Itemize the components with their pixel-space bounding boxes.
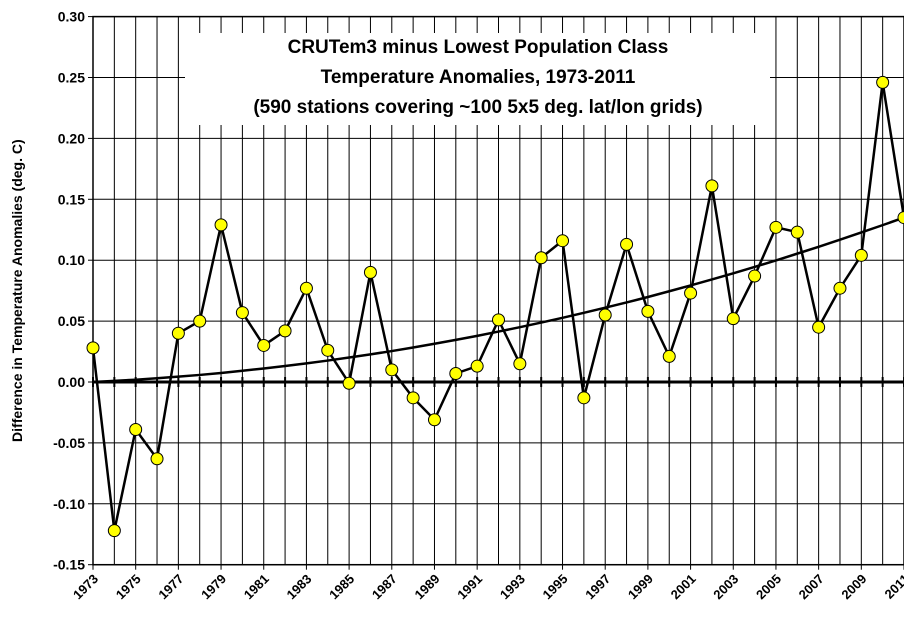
- y-tick-label: 0.15: [58, 191, 85, 207]
- y-tick-label: -0.05: [53, 435, 85, 451]
- chart-title: (590 stations covering ~100 5x5 deg. lat…: [253, 97, 702, 118]
- data-point: [86, 341, 100, 355]
- y-tick-label: -0.10: [53, 496, 85, 512]
- data-point: [470, 359, 484, 373]
- data-point: [427, 413, 441, 427]
- plot-frame: [92, 15, 904, 566]
- x-tick-label: 2005: [753, 571, 784, 602]
- data-point: [833, 281, 847, 295]
- data-point: [257, 338, 271, 352]
- y-tick-label: 0.00: [58, 374, 85, 390]
- data-point: [385, 363, 399, 377]
- x-tick-label: 1993: [497, 571, 528, 602]
- x-tick-label: 1973: [70, 571, 101, 602]
- data-point: [299, 281, 313, 295]
- y-tick-label: 0.10: [58, 252, 85, 268]
- data-point: [769, 220, 783, 234]
- x-tick-label: 2003: [710, 571, 741, 602]
- x-tick-label: 2011: [882, 571, 904, 602]
- x-tick-label: 1975: [113, 571, 144, 602]
- x-tick-label: 1983: [283, 571, 314, 602]
- data-point: [854, 248, 868, 262]
- data-point: [726, 312, 740, 326]
- data-point: [748, 269, 762, 283]
- x-tick-label: 1987: [369, 571, 400, 602]
- data-point: [171, 326, 185, 340]
- y-tick-label: -0.15: [53, 557, 85, 573]
- data-point: [534, 251, 548, 265]
- x-tick-label: 1985: [326, 571, 357, 602]
- trend-line: [92, 216, 904, 384]
- x-tick-label: 1997: [582, 571, 613, 602]
- data-point: [363, 265, 377, 279]
- data-point: [278, 324, 292, 338]
- data-point: [513, 357, 527, 371]
- y-axis-label: Difference in Temperature Anomalies (deg…: [9, 139, 25, 442]
- data-point: [492, 313, 505, 327]
- x-tick-label: 1981: [241, 571, 272, 602]
- data-point: [150, 452, 164, 466]
- x-tick-label: 1979: [198, 571, 229, 602]
- data-point: [876, 75, 890, 89]
- data-point: [342, 376, 356, 390]
- data-point: [193, 314, 207, 328]
- x-tick-label: 1991: [454, 571, 485, 602]
- data-point: [235, 306, 249, 320]
- x-tick-label: 1995: [540, 571, 571, 602]
- data-point: [577, 391, 591, 405]
- data-point: [897, 211, 904, 225]
- x-tick-label: 1989: [412, 571, 443, 602]
- data-point: [790, 225, 804, 239]
- y-tick-label: 0.30: [58, 9, 85, 25]
- data-point: [620, 237, 634, 251]
- y-tick-label: 0.25: [58, 70, 85, 86]
- data-point: [812, 320, 826, 334]
- x-tick-label: 2009: [838, 571, 869, 602]
- data-point: [705, 179, 719, 193]
- data-point: [406, 391, 420, 405]
- data-point: [107, 524, 121, 538]
- data-point: [662, 349, 676, 363]
- x-tick-label: 2001: [668, 571, 699, 602]
- data-point: [321, 343, 335, 357]
- y-tick-label: 0.20: [58, 130, 85, 146]
- chart-title: Temperature Anomalies, 1973-2011: [321, 67, 636, 88]
- y-tick-label: 0.05: [58, 313, 85, 329]
- data-point: [556, 234, 570, 248]
- x-tick-label: 1977: [155, 571, 186, 602]
- data-point: [449, 366, 463, 380]
- title-box: [185, 33, 770, 125]
- data-point: [214, 218, 228, 232]
- x-tick-label: 1999: [625, 571, 656, 602]
- x-tick-label: 2007: [796, 571, 827, 602]
- data-point: [129, 423, 143, 437]
- data-point: [598, 308, 612, 322]
- data-point: [684, 286, 698, 300]
- data-point: [641, 304, 655, 318]
- chart-title: CRUTem3 minus Lowest Population Class: [288, 37, 669, 58]
